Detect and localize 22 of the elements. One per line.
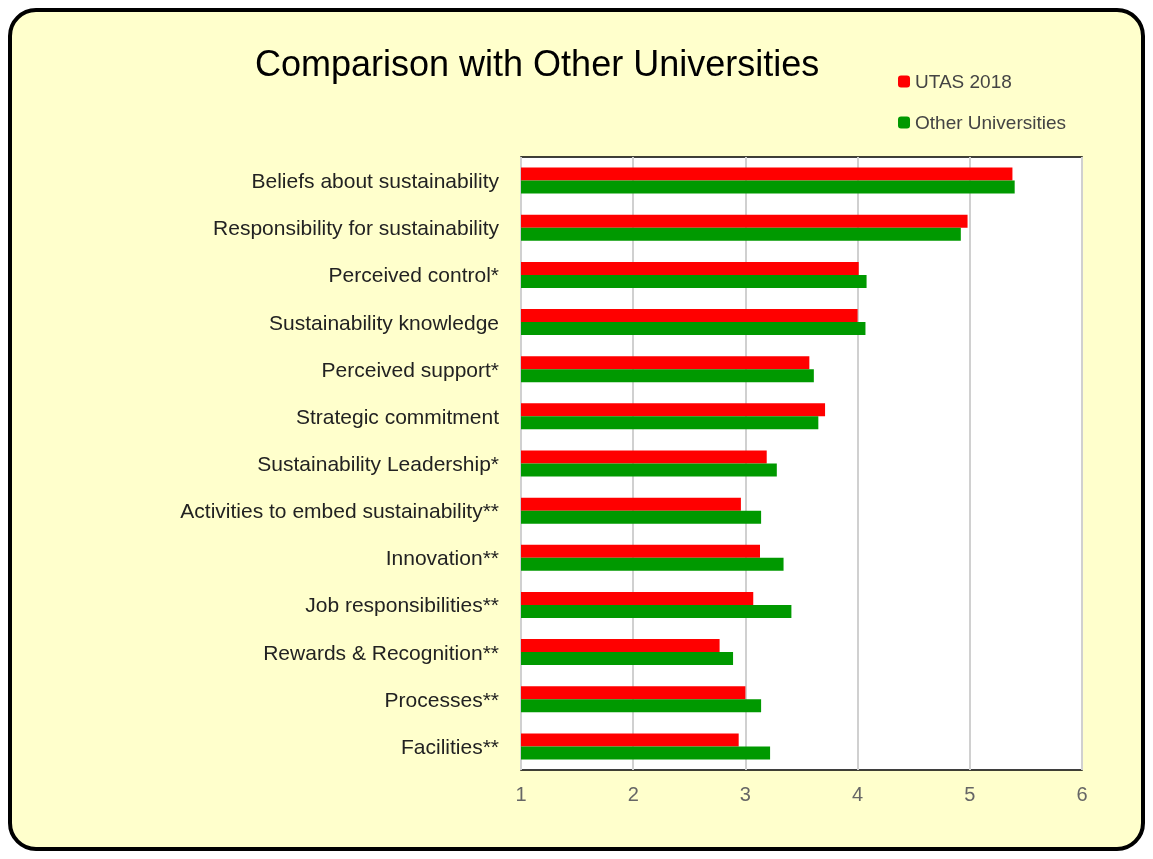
y-tick-label: Innovation** [385,546,499,570]
y-tick-label: Activities to embed sustainability** [180,499,499,523]
x-tick-label: 4 [852,783,864,805]
x-tick-label: 5 [964,783,976,805]
y-tick-label: Facilities** [400,734,499,758]
y-tick-label: Strategic commitment [295,404,500,428]
y-tick-label: Job responsibilities** [305,593,499,617]
y-tick-label: Perceived support* [321,357,499,381]
y-tick-label: Rewards & Recognition** [263,640,499,664]
y-tick-label: Sustainability knowledge [269,310,499,334]
y-tick-label: Sustainability Leadership* [257,452,499,475]
y-tick-label: Beliefs about sustainability [251,169,500,193]
x-tick-label: 1 [515,783,527,805]
x-tick-label: 2 [627,783,639,805]
x-tick-label: 3 [739,783,751,805]
x-tick-label: 6 [1076,783,1088,805]
chart-title: Comparison with Other Universities [255,42,820,84]
y-tick-label: Responsibility for sustainability [213,216,500,240]
y-tick-label: Processes** [384,687,499,711]
legend-label: Other Universities [915,112,1067,133]
legend-label: UTAS 2018 [915,71,1012,92]
y-tick-label: Perceived control* [328,263,499,287]
